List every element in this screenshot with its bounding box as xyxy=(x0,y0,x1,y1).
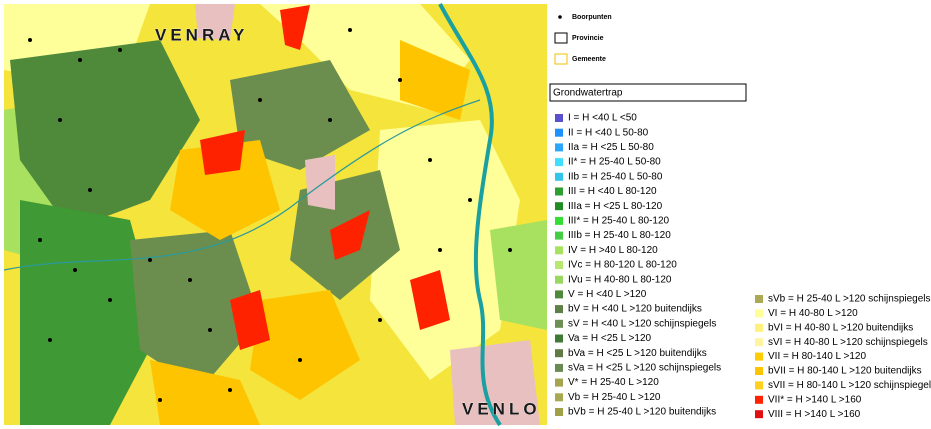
legend-label: I = H <40 L <50 xyxy=(568,113,637,124)
legend-label: II = H <40 L 50-80 xyxy=(568,127,649,138)
urban-area xyxy=(195,4,235,40)
map-area xyxy=(400,40,470,120)
legend-label: III* = H 25-40 L 80-120 xyxy=(568,216,670,227)
legend-swatch xyxy=(555,187,563,196)
legend-swatch xyxy=(555,290,563,299)
legend-swatch xyxy=(755,309,763,318)
legend-swatch xyxy=(555,349,563,358)
legend-label: Vb = H 25-40 L >120 xyxy=(568,392,661,403)
legend-swatch xyxy=(555,305,563,314)
borehole-symbol xyxy=(558,15,562,19)
legend-label: IIIb = H 25-40 L 80-120 xyxy=(568,230,671,241)
legend-swatch xyxy=(555,246,563,255)
map-area xyxy=(150,360,260,425)
map-area xyxy=(280,5,310,50)
legend-swatch xyxy=(555,143,563,152)
urban-area xyxy=(305,155,335,210)
map-area xyxy=(410,270,450,330)
layer-legend: Boorpunten Provincie Gemeente xyxy=(554,14,612,65)
map-area xyxy=(200,130,245,175)
legend-swatch xyxy=(755,367,763,375)
legend-swatch xyxy=(555,231,563,240)
map: VENRAY VENLO xyxy=(3,3,547,427)
legend-swatch xyxy=(755,410,763,419)
map-area xyxy=(130,230,260,390)
urban-area xyxy=(450,340,540,425)
legend-swatch xyxy=(555,319,563,328)
map-area xyxy=(170,140,280,240)
legend-swatch xyxy=(555,363,563,372)
map-area xyxy=(330,210,370,260)
legend-swatch xyxy=(555,334,563,343)
legend-label: sVb = H 25-40 L >120 schijnspiegels xyxy=(768,294,931,305)
legend-label: III = H <40 L 80-120 xyxy=(568,186,657,197)
legend-swatch xyxy=(555,261,563,269)
legend-swatch xyxy=(555,202,563,211)
legend-label: VII* = H >140 L >160 xyxy=(768,394,862,405)
legend-label: bVI = H 40-80 L >120 buitendijks xyxy=(768,322,913,333)
municipality-symbol xyxy=(554,53,568,65)
legend-label: IIa = H <25 L 50-80 xyxy=(568,142,654,153)
legend-label: IV = H >40 L 80-120 xyxy=(568,245,658,256)
legend-label: IIIa = H <25 L 80-120 xyxy=(568,201,663,212)
layer-label: Provincie xyxy=(572,35,604,42)
legend-label: sVa = H <25 L >120 schijnspiegels xyxy=(568,363,721,374)
legend-label: VIII = H >140 L >160 xyxy=(768,409,861,420)
river xyxy=(438,3,502,427)
legend-swatch xyxy=(755,352,763,361)
legend-label: IVu = H 40-80 L 80-120 xyxy=(568,274,672,285)
map-area xyxy=(10,40,200,230)
legend-label: V* = H 25-40 L >120 xyxy=(568,377,659,388)
legend-swatch xyxy=(555,378,563,387)
legend-swatch xyxy=(555,216,563,225)
canal xyxy=(3,99,481,271)
map-area xyxy=(20,200,160,425)
legend-swatch xyxy=(555,114,563,122)
legend-swatch xyxy=(555,275,563,284)
legend-label: sVI = H 40-80 L >120 schijnspiegels xyxy=(768,337,928,348)
legend-swatch xyxy=(755,295,763,303)
boreholes xyxy=(28,28,512,402)
layer-label: Boorpunten xyxy=(572,14,612,21)
province-symbol xyxy=(554,32,568,44)
legend-label: sVII = H 80-140 L >120 schijnspiegels xyxy=(768,380,931,391)
legend-label: sV = H <40 L >120 schijnspiegels xyxy=(568,318,716,329)
legend-swatch xyxy=(555,172,563,181)
legend-swatch xyxy=(755,395,763,404)
legend-swatch xyxy=(555,393,563,402)
legend-swatch xyxy=(555,408,563,416)
legend-label: II* = H 25-40 L 50-80 xyxy=(568,157,661,168)
legend-label: bVII = H 80-140 L >120 buitendijks xyxy=(768,366,922,377)
legend-title: Grondwatertrap xyxy=(553,88,623,99)
legend-classes: I = H <40 L <50 II = H <40 L 50-80 IIa = H… xyxy=(555,113,931,420)
legend-label: bV = H <40 L >120 buitendijks xyxy=(568,304,702,315)
legend-swatch xyxy=(755,323,763,332)
map-area xyxy=(490,220,547,330)
legend-swatch xyxy=(555,158,563,167)
legend-label: IVc = H 80-120 L 80-120 xyxy=(568,260,677,271)
legend-label: Va = H <25 L >120 xyxy=(568,333,652,344)
legend-label: VII = H 80-140 L >120 xyxy=(768,351,866,362)
legend-swatch xyxy=(755,381,763,390)
legend-swatch xyxy=(755,338,763,347)
legend-label: IIb = H 25-40 L 50-80 xyxy=(568,171,663,182)
legend-label: VI = H 40-80 L >120 xyxy=(768,308,858,319)
town-label: VENRAY xyxy=(155,25,248,44)
map-area xyxy=(250,290,360,400)
legend-label: V = H <40 L >120 xyxy=(568,289,647,300)
map-area xyxy=(230,60,370,170)
map-area xyxy=(230,290,270,350)
legend-label: bVb = H 25-40 L >120 buitendijks xyxy=(568,407,716,418)
legend-label: bVa = H <25 L >120 buitendijks xyxy=(568,348,707,359)
layer-label: Gemeente xyxy=(572,56,606,63)
town-label: VENLO xyxy=(462,399,541,418)
legend-swatch xyxy=(555,128,563,137)
legend-title-box xyxy=(549,83,747,102)
